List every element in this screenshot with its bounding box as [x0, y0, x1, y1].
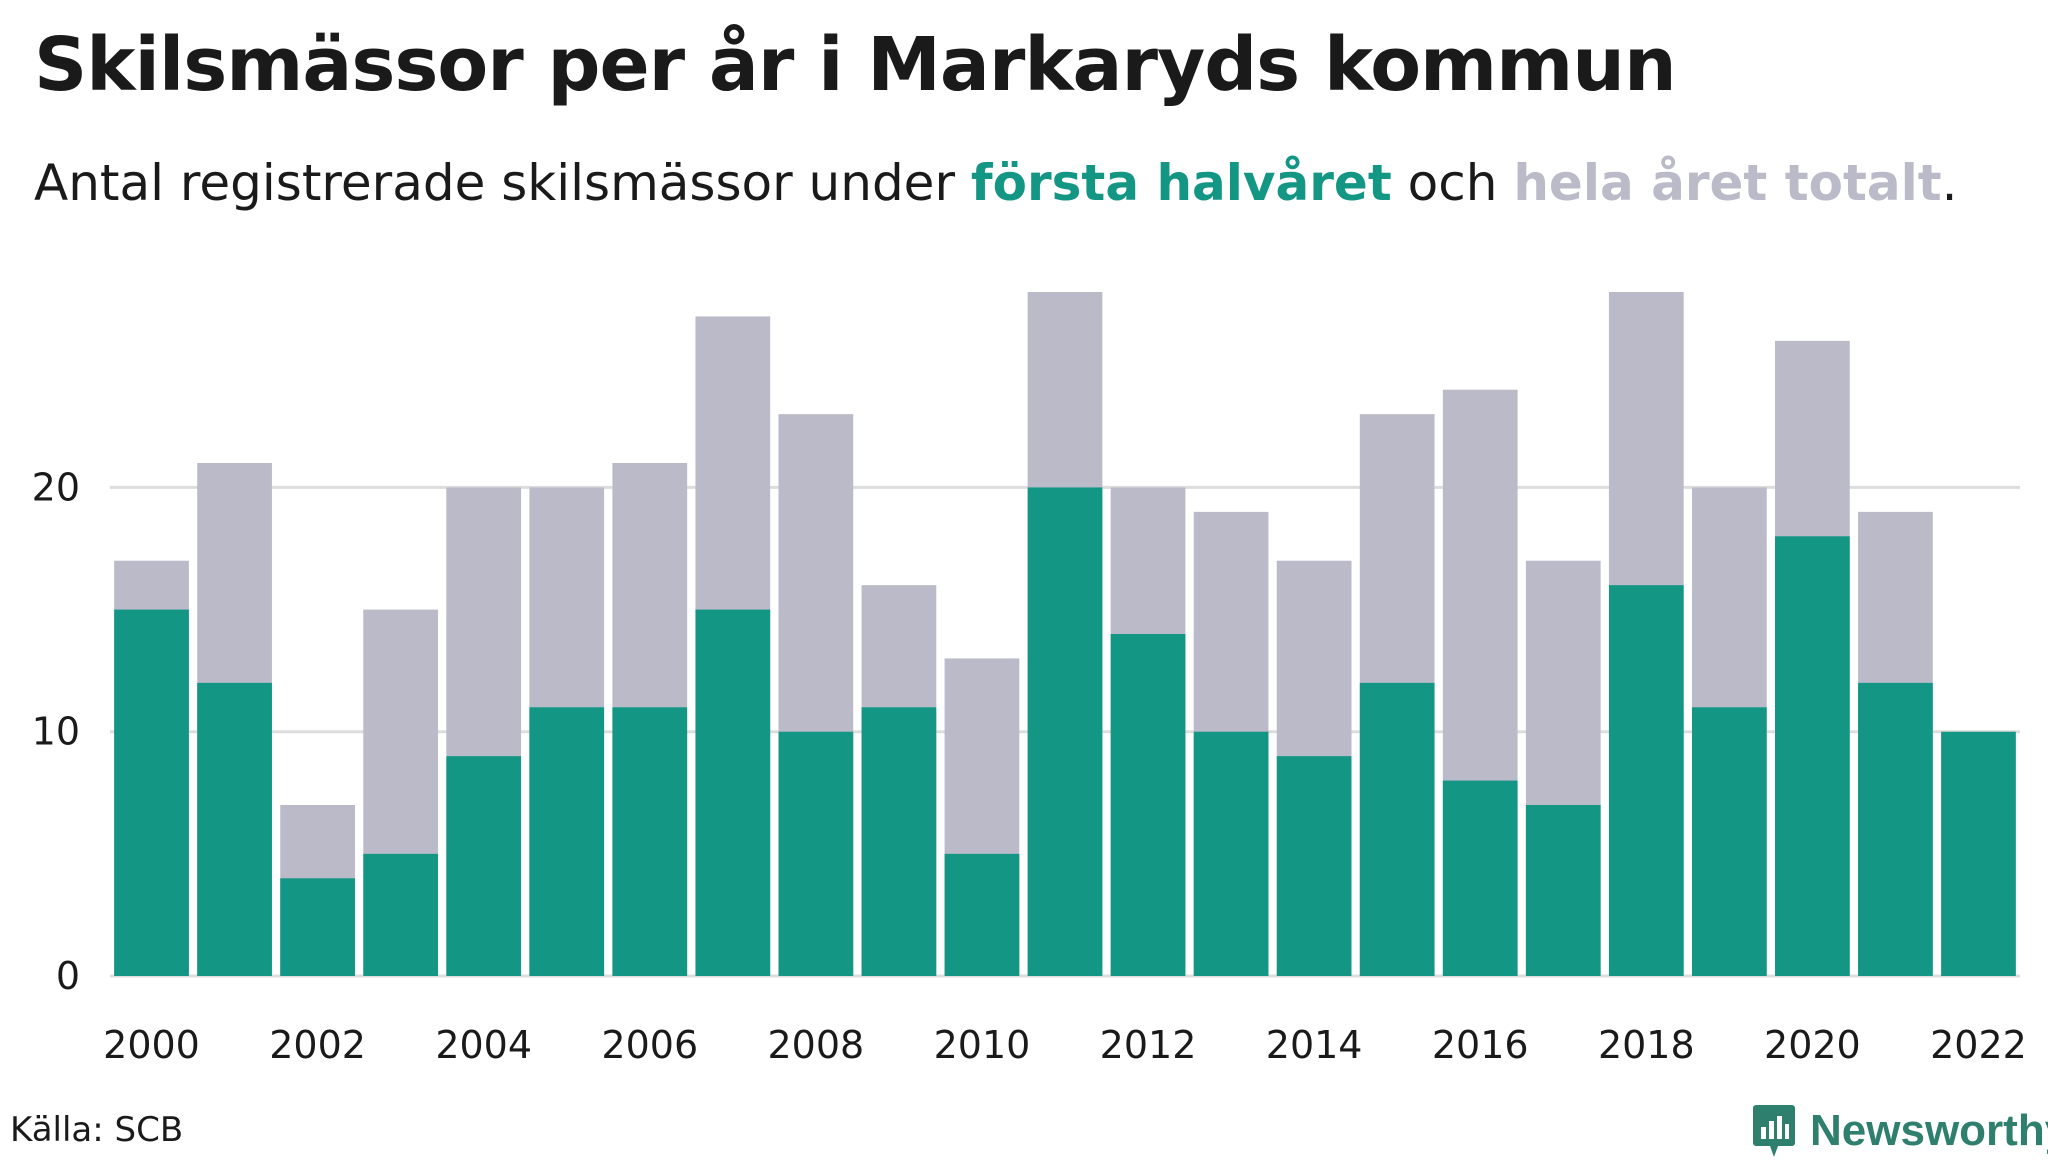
bar-first-half-2019: [1691, 707, 1767, 976]
bar-first-half-2004: [446, 756, 522, 976]
subtitle-text-before: Antal registrerade skilsmässor under: [34, 154, 971, 212]
x-tick-label-2018: 2018: [1598, 1023, 1695, 1067]
bars-first-half: [114, 487, 2016, 976]
bar-first-half-2018: [1608, 585, 1684, 976]
bar-first-half-2020: [1775, 536, 1850, 976]
x-tick-label-2006: 2006: [601, 1023, 698, 1067]
x-tick-label-2012: 2012: [1100, 1023, 1197, 1067]
bar-first-half-2013: [1193, 731, 1269, 976]
x-tick-label-2014: 2014: [1266, 1023, 1363, 1067]
bar-first-half-2010: [944, 853, 1020, 976]
bar-first-half-2022: [1941, 731, 2016, 976]
subtitle-text-after: .: [1941, 154, 1958, 212]
y-tick-label-0: 0: [56, 954, 80, 998]
bar-first-half-2005: [529, 707, 605, 976]
chart-subtitle: Antal registrerade skilsmässor under för…: [34, 154, 1958, 212]
bar-first-half-2009: [861, 707, 937, 976]
x-tick-label-2008: 2008: [768, 1023, 865, 1067]
bar-first-half-2007: [695, 609, 771, 976]
bar-first-half-2014: [1276, 756, 1352, 976]
y-axis-labels: 0 10 20: [32, 465, 80, 998]
bar-first-half-2003: [363, 853, 439, 976]
x-axis-labels: 2000 2002 2004 2006 2008 2010 2012 2014 2016 2018…: [103, 1023, 2027, 1067]
subtitle-first-half-legend: första halvåret: [970, 154, 1392, 212]
subtitle-total-legend: hela året totalt: [1513, 154, 1942, 212]
x-tick-label-2002: 2002: [269, 1023, 366, 1067]
x-tick-label-2004: 2004: [435, 1023, 532, 1067]
bar-first-half-2001: [197, 682, 272, 976]
bar-first-half-2016: [1442, 780, 1518, 976]
x-tick-label-2010: 2010: [934, 1023, 1031, 1067]
x-tick-label-2022: 2022: [1930, 1023, 2027, 1067]
y-tick-label-10: 10: [32, 710, 80, 754]
y-tick-label-20: 20: [32, 465, 80, 509]
brand-logo: Newsworthy: [1752, 1102, 2048, 1160]
x-tick-label-2016: 2016: [1432, 1023, 1529, 1067]
bar-first-half-2000: [114, 609, 189, 976]
brand-name: Newsworthy: [1810, 1106, 2048, 1155]
bar-first-half-2015: [1359, 682, 1435, 976]
bar-first-half-2021: [1858, 682, 1933, 976]
bar-first-half-2012: [1110, 634, 1186, 976]
source-note: Källa: SCB: [10, 1110, 184, 1150]
bar-first-half-2002: [280, 878, 355, 976]
bar-first-half-2008: [778, 731, 854, 976]
bar-first-half-2011: [1027, 487, 1103, 976]
subtitle-text-middle: och: [1391, 154, 1514, 212]
chart-title: Skilsmässor per år i Markaryds kommun: [34, 22, 1677, 108]
x-tick-label-2020: 2020: [1764, 1023, 1861, 1067]
newsworthy-logo-icon: [1753, 1105, 1795, 1157]
bar-first-half-2017: [1525, 805, 1601, 976]
x-tick-label-2000: 2000: [103, 1023, 200, 1067]
bar-first-half-2006: [612, 707, 688, 976]
